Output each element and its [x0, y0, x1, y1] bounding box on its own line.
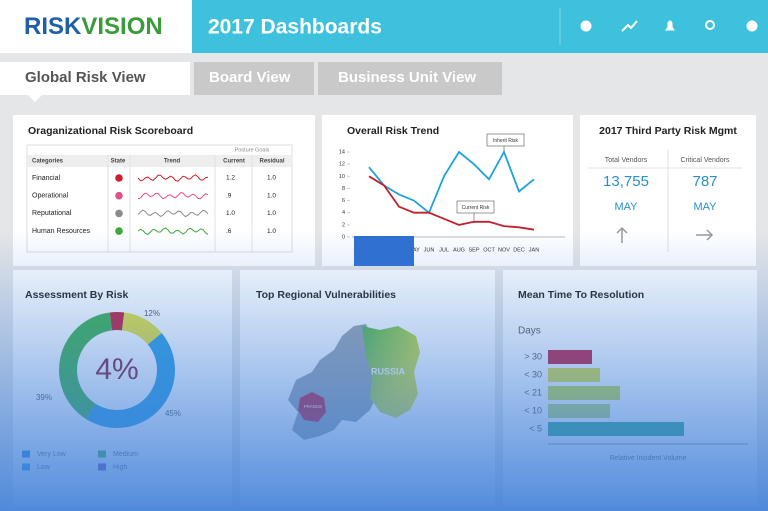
row-current: .9	[226, 192, 232, 199]
legend-label: High	[113, 464, 128, 471]
annotation: Current Risk	[462, 205, 490, 211]
data-label: 12%	[144, 309, 160, 318]
column-header: Categories	[32, 159, 64, 165]
legend-swatch	[22, 450, 30, 458]
row-current: 1.2	[226, 175, 235, 182]
legend-swatch	[98, 450, 106, 458]
y-tick-label: 2	[342, 222, 345, 228]
map-label: FRANCE	[304, 404, 323, 409]
panel-title: Assessment By Risk	[25, 289, 128, 301]
x-tick-label: AUG	[453, 247, 465, 253]
y-tick-label: 10	[339, 174, 345, 180]
row-category: Reputational	[32, 210, 72, 217]
tab-label: Board View	[209, 69, 291, 86]
panel-title: 2017 Third Party Risk Mgmt	[599, 125, 737, 137]
row-current: 1.0	[226, 210, 235, 217]
column-header: Residual	[259, 159, 284, 165]
annotation: Inherit Risk	[493, 138, 519, 144]
logo-vision: VISION	[81, 13, 162, 40]
y-tick-label: 8	[342, 186, 345, 192]
panel-title: Top Regional Vulnerabilities	[256, 289, 396, 301]
state-dot	[115, 227, 123, 235]
metric-label: Total Vendors	[605, 157, 648, 164]
y-tick-label: < 5	[529, 423, 542, 433]
bar	[548, 386, 620, 400]
axis-title: Days	[518, 326, 541, 337]
x-tick-label: NOV	[498, 247, 510, 253]
metric-period: MAY	[614, 201, 638, 213]
tab-label: Global Risk View	[25, 69, 146, 86]
bar	[548, 368, 600, 382]
donut-center-label: 4%	[95, 353, 138, 386]
donut-segment	[109, 311, 125, 331]
x-tick-label: JUL	[439, 247, 449, 253]
header-title: 2017 Dashboards	[208, 16, 382, 39]
chart-icon[interactable]	[580, 20, 592, 32]
logo[interactable]: RISKVISION	[24, 13, 163, 40]
panel-title: Overall Risk Trend	[347, 125, 439, 137]
y-tick-label: 6	[342, 198, 345, 204]
settings-icon[interactable]	[746, 20, 758, 32]
x-tick-label: JUN	[424, 247, 435, 253]
bar	[548, 404, 610, 418]
metric-value: 13,755	[603, 173, 649, 190]
legend-swatch	[22, 463, 30, 471]
column-header: Trend	[164, 159, 181, 165]
panel-title: Mean Time To Resolution	[518, 289, 644, 301]
x-tick-label: SEP	[468, 247, 479, 253]
state-dot	[115, 174, 123, 182]
row-residual: 1.0	[267, 210, 276, 217]
column-header: Current	[223, 159, 245, 165]
state-dot	[115, 191, 123, 200]
y-tick-label: < 21	[524, 387, 542, 397]
row-residual: 1.0	[267, 192, 276, 199]
legend-swatch	[98, 463, 106, 471]
panel-title: Oraganizational Risk Scoreboard	[28, 125, 193, 137]
overlay-block	[354, 236, 414, 266]
row-category: Human Resources	[32, 228, 90, 235]
y-tick-label: > 30	[524, 351, 542, 361]
group-header: Posture Goals	[235, 147, 270, 153]
y-tick-label: 14	[339, 149, 345, 155]
x-tick-label: OCT	[483, 247, 495, 253]
column-header: State	[111, 159, 126, 165]
x-tick-label: JAN	[529, 247, 539, 253]
metric-value: 787	[692, 173, 717, 190]
metric-period: MAY	[693, 201, 717, 213]
row-category: Financial	[32, 175, 60, 182]
row-category: Operational	[32, 193, 69, 200]
axis-title: Relative Incident Volume	[609, 455, 686, 462]
panel	[13, 115, 315, 266]
bar	[548, 350, 592, 364]
map-label: RUSSIA	[371, 366, 406, 376]
logo-risk: RISK	[24, 13, 82, 40]
row-residual: 1.0	[267, 228, 276, 235]
data-label: 45%	[165, 409, 181, 418]
tab-label: Business Unit View	[338, 69, 476, 86]
state-dot	[115, 209, 123, 218]
row-residual: 1.0	[267, 175, 276, 182]
metric-label: Critical Vendors	[680, 157, 730, 164]
data-label: 39%	[36, 393, 52, 402]
y-tick-label: < 10	[524, 405, 542, 415]
x-tick-label: DEC	[513, 247, 525, 253]
row-current: .6	[226, 228, 232, 235]
y-tick-label: 4	[342, 210, 345, 216]
legend-label: Medium	[113, 451, 138, 458]
legend-label: Very Low	[37, 451, 67, 458]
legend-label: Low	[37, 464, 51, 471]
y-tick-label: 0	[342, 234, 345, 240]
y-tick-label: 12	[339, 162, 345, 168]
y-tick-label: < 30	[524, 369, 542, 379]
bar	[548, 422, 684, 436]
